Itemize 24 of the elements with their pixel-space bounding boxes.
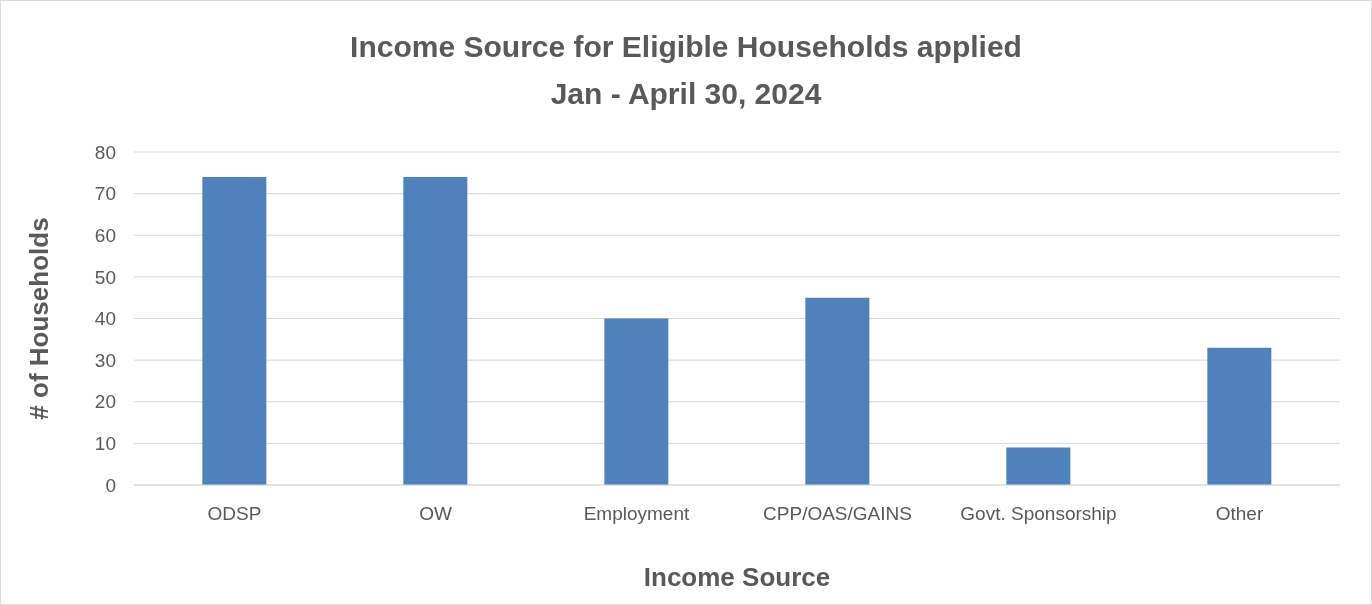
bar (1207, 347, 1272, 485)
x-axis-title: Income Source (643, 562, 831, 592)
y-tick-label: 60 (94, 224, 116, 246)
y-tick-label: 0 (105, 474, 116, 496)
x-tick-label: Other (1215, 503, 1264, 525)
x-tick-label: Employment (583, 503, 691, 525)
chart-title: Income Source for Eligible Households applied Jan - April 30, 2024 (350, 29, 1022, 112)
bar (1006, 447, 1071, 485)
bar (403, 176, 468, 485)
y-tick-label: 10 (94, 433, 116, 455)
y-tick-label: 80 (94, 141, 116, 163)
x-tick-label: OW (419, 503, 452, 525)
y-tick-label: 50 (94, 266, 116, 288)
y-tick-label: 30 (94, 349, 116, 371)
bar (805, 297, 870, 485)
y-tick-label: 40 (94, 308, 116, 330)
y-tick-label: 70 (94, 183, 116, 205)
bar (604, 318, 669, 485)
y-axis-title: # of Households (24, 217, 55, 420)
bar (202, 176, 267, 485)
x-tick-label: CPP/OAS/GAINS (763, 503, 912, 525)
x-tick-label: Govt. Sponsorship (960, 503, 1117, 525)
x-tick-label: ODSP (207, 503, 262, 525)
y-tick-label: 20 (94, 391, 116, 413)
